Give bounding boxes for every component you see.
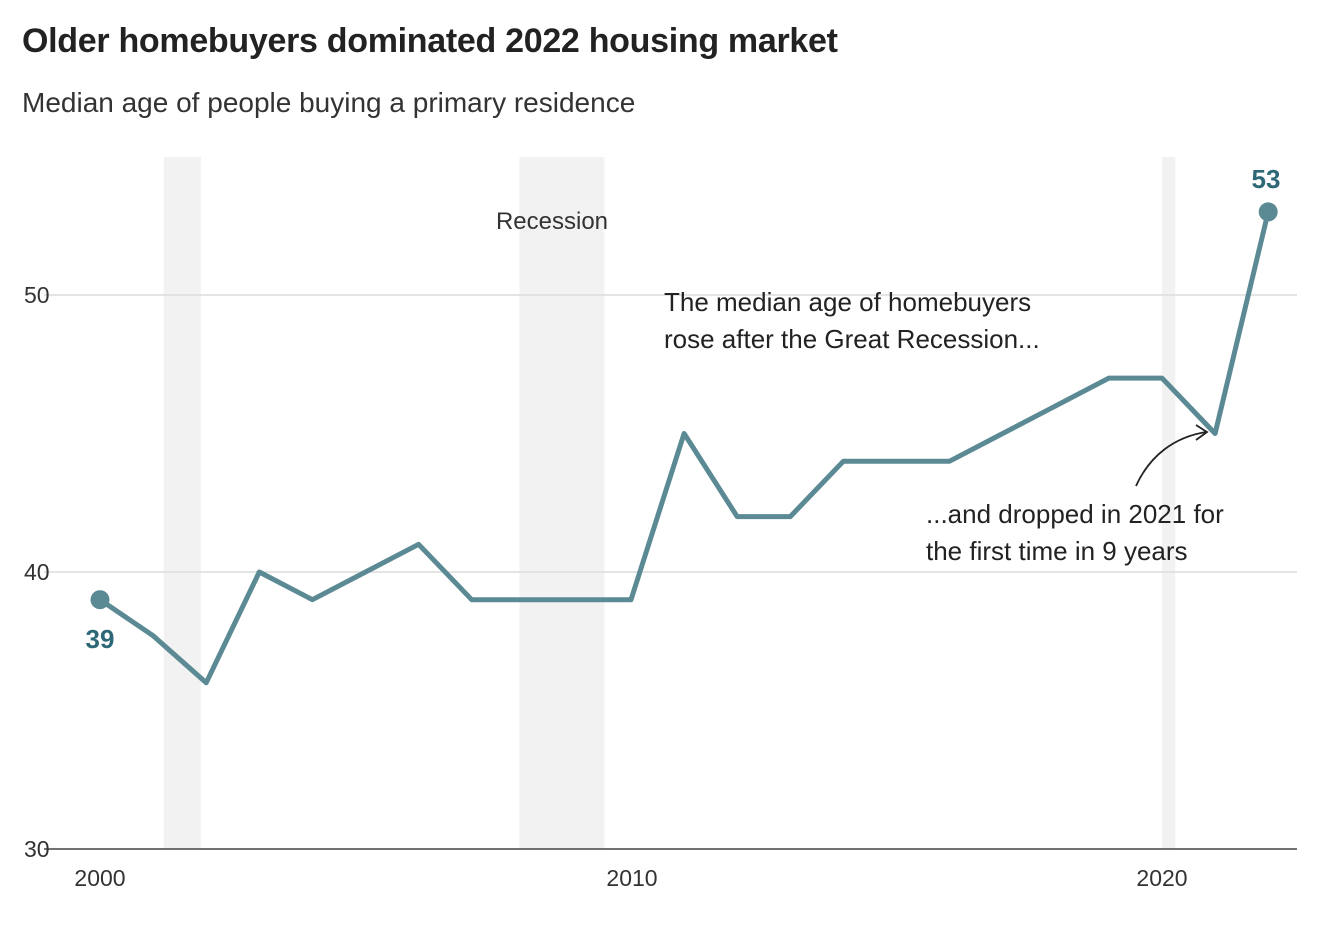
- recession-label: Recession: [496, 208, 608, 235]
- annotation-arrow: [1135, 424, 1209, 487]
- y-tick-label: 30: [24, 836, 50, 862]
- x-tick-label: 2000: [74, 865, 125, 891]
- end-value-label: 53: [1252, 164, 1281, 194]
- drop-annotation-line-1: ...and dropped in 2021 for: [926, 499, 1224, 529]
- y-tick-labels: 30 40 50: [24, 282, 50, 862]
- start-value-label: 39: [86, 624, 115, 654]
- chart-subtitle: Median age of people buying a primary re…: [22, 87, 636, 118]
- recession-band: [519, 157, 605, 849]
- y-tick-label: 50: [24, 282, 50, 308]
- drop-annotation-line-2: the first time in 9 years: [926, 536, 1188, 566]
- data-point: [90, 590, 110, 610]
- x-tick-label: 2010: [606, 865, 657, 891]
- recession-band: [163, 157, 201, 849]
- series-line: [97, 209, 1271, 686]
- y-tick-label: 40: [24, 559, 50, 585]
- gridlines: [44, 294, 1297, 573]
- data-point: [1258, 202, 1278, 222]
- rise-annotation-line-2: rose after the Great Recession...: [664, 324, 1040, 354]
- recession-band: [1162, 157, 1176, 849]
- rise-annotation-line-1: The median age of homebuyers: [664, 287, 1031, 317]
- data-points: [90, 202, 1278, 610]
- x-tick-label: 2020: [1136, 865, 1187, 891]
- x-tick-labels: 2000 2010 2020: [74, 865, 1187, 891]
- recession-bands: [163, 157, 1176, 849]
- chart-title: Older homebuyers dominated 2022 housing …: [22, 22, 838, 60]
